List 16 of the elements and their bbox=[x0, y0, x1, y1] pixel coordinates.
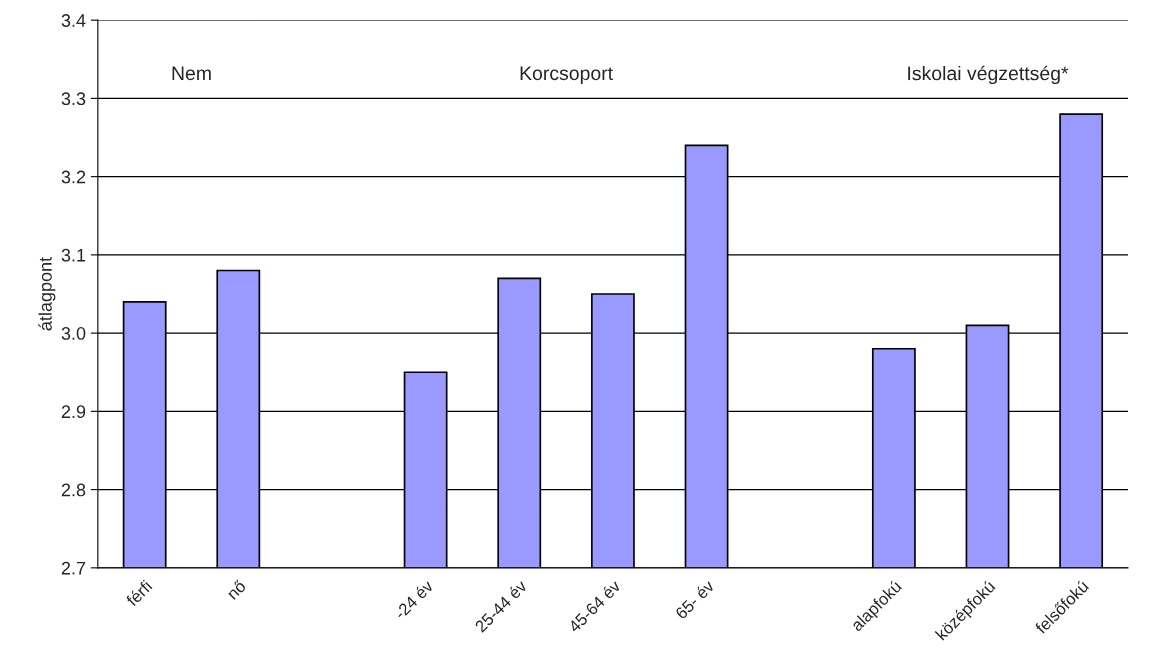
x-tick-label: férfi bbox=[125, 579, 153, 608]
annotation: Iskolai végzettség* bbox=[908, 65, 1069, 85]
y-tick-label: 3.0 bbox=[61, 327, 86, 340]
x-tick-label: 65- év bbox=[674, 578, 716, 620]
y-tick-label: 3.1 bbox=[61, 248, 86, 262]
y-tick-label: 2.7 bbox=[61, 561, 86, 575]
y-tick-label: 2.8 bbox=[61, 483, 86, 497]
y-tick-label: 3.4 bbox=[61, 14, 86, 27]
x-tick-label: -24 év bbox=[393, 578, 435, 620]
annotation: Korcsoport bbox=[520, 66, 613, 84]
y-tick-label: 3.3 bbox=[61, 92, 86, 106]
annotation: Nem bbox=[172, 66, 211, 81]
y-tick-label: 3.2 bbox=[61, 170, 86, 184]
y-axis-title: átlagpont bbox=[38, 256, 56, 331]
x-tick-label: nő bbox=[225, 579, 247, 600]
y-tick-label: 2.9 bbox=[61, 405, 86, 419]
